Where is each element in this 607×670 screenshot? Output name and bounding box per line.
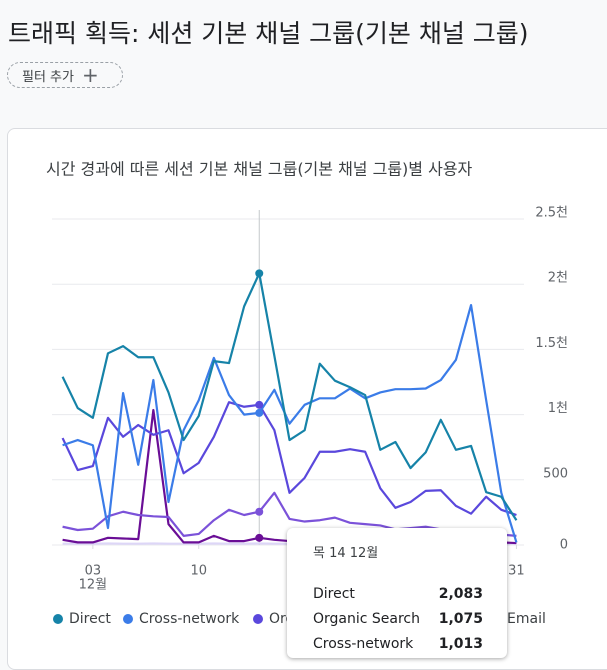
x-tick-sublabel: 12월 bbox=[79, 578, 108, 593]
x-tick-label: 03 bbox=[85, 564, 102, 579]
tooltip-label: Direct bbox=[313, 586, 355, 602]
y-tick-label: 1천 bbox=[548, 401, 568, 416]
series-line bbox=[63, 402, 517, 515]
legend-label: Email bbox=[507, 611, 546, 627]
y-tick-label: 1.5천 bbox=[535, 336, 568, 351]
hover-dot bbox=[255, 409, 263, 417]
series-line bbox=[63, 305, 517, 542]
tooltip-value: 1,075 bbox=[439, 611, 483, 627]
tooltip-row: Direct 2,083 bbox=[313, 586, 483, 602]
tooltip-value: 2,083 bbox=[439, 586, 483, 602]
x-tick-label: 10 bbox=[190, 564, 207, 579]
tooltip-row: Organic Search 1,075 bbox=[313, 611, 483, 627]
tooltip: 목 14 12월 Direct 2,083 Organic Search 1,075 C… bbox=[287, 528, 507, 658]
hover-dot bbox=[255, 508, 263, 516]
legend-marker bbox=[53, 614, 63, 624]
series-line bbox=[63, 273, 517, 520]
legend-label: Direct bbox=[69, 611, 111, 627]
tooltip-label: Cross-network bbox=[313, 636, 413, 652]
hover-dot bbox=[255, 401, 263, 409]
chart-title: 시간 경과에 따른 세션 기본 채널 그룹(기본 채널 그룹)별 사용자 bbox=[46, 160, 473, 179]
legend-marker bbox=[123, 614, 133, 624]
tooltip-title: 목 14 12월 bbox=[313, 542, 378, 561]
y-tick-label: 500 bbox=[543, 466, 568, 481]
legend-marker bbox=[253, 614, 263, 624]
x-tick-label: 31 bbox=[508, 564, 525, 579]
y-tick-label: 2.5천 bbox=[535, 206, 568, 221]
hover-dot bbox=[255, 269, 263, 277]
y-tick-label: 0 bbox=[560, 538, 568, 553]
tooltip-row: Cross-network 1,013 bbox=[313, 636, 483, 652]
hover-dot bbox=[255, 534, 263, 542]
legend-label: Cross-network bbox=[139, 611, 240, 627]
y-tick-label: 2천 bbox=[548, 271, 568, 286]
tooltip-value: 1,013 bbox=[439, 636, 483, 652]
page: 트래픽 획득: 세션 기본 채널 그룹(기본 채널 그룹) 필터 추가+ 시간 … bbox=[0, 0, 607, 646]
tooltip-label: Organic Search bbox=[313, 611, 420, 627]
